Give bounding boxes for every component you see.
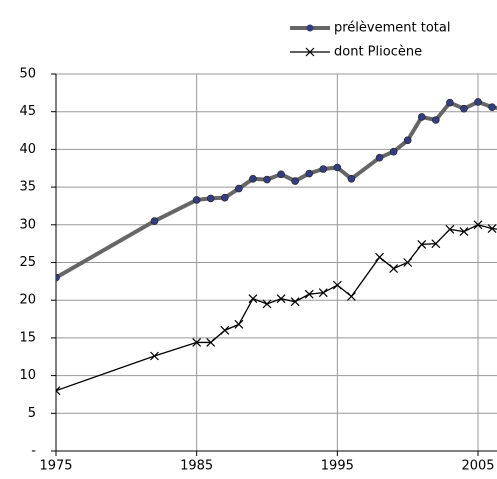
data-point	[332, 280, 342, 290]
data-point	[304, 289, 314, 299]
y-tick-label: 5	[28, 406, 36, 421]
y-tick-label: 30	[19, 217, 36, 232]
data-point	[249, 175, 257, 183]
x-tick-label: 1985	[180, 459, 213, 474]
legend-label: prélèvement total	[334, 21, 450, 36]
data-point	[150, 351, 159, 361]
data-point	[192, 337, 202, 347]
x-tick-label: 1995	[321, 459, 354, 474]
data-point	[403, 136, 412, 145]
data-point	[417, 239, 427, 249]
x-tick-label: 2005	[461, 459, 494, 474]
data-point	[375, 252, 384, 262]
data-point	[319, 165, 328, 173]
data-point	[276, 294, 286, 304]
y-tick-label: 45	[19, 104, 36, 119]
y-tick-label: 15	[19, 330, 36, 345]
data-point	[432, 116, 440, 124]
y-tick-label: 50	[19, 67, 36, 82]
y-tick-label: 40	[19, 142, 36, 157]
data-point	[290, 297, 300, 307]
data-point	[446, 98, 454, 107]
data-point	[459, 227, 469, 237]
data-point	[305, 169, 314, 178]
data-point	[403, 258, 413, 267]
legend-marker	[306, 24, 314, 32]
data-point	[248, 294, 258, 304]
data-point	[234, 319, 244, 329]
y-tick-label: 35	[19, 180, 36, 195]
data-point	[192, 196, 201, 204]
data-point	[56, 386, 61, 396]
data-point	[263, 175, 271, 184]
data-point	[277, 170, 285, 179]
data-point	[473, 220, 483, 230]
y-tick-label: 20	[19, 293, 36, 308]
data-point	[333, 163, 342, 172]
data-point	[445, 224, 455, 234]
x-tick-label: 1975	[39, 459, 72, 474]
legend-marker	[305, 47, 315, 57]
data-point	[431, 239, 441, 249]
data-point	[487, 224, 497, 233]
data-point	[346, 292, 356, 301]
series-line	[56, 224, 497, 392]
y-tick-label: -	[31, 444, 36, 459]
data-point	[150, 217, 159, 225]
data-point	[488, 103, 496, 111]
data-point	[318, 288, 328, 298]
data-point	[474, 98, 482, 106]
legend-label: dont Pliocène	[334, 45, 422, 60]
data-point	[389, 264, 399, 273]
data-point	[389, 147, 398, 156]
data-point	[206, 337, 216, 347]
y-tick-label: 25	[19, 255, 36, 270]
plot-area	[56, 98, 497, 396]
y-tick-label: 10	[19, 368, 36, 383]
data-point	[347, 175, 356, 183]
data-point	[460, 104, 468, 113]
data-point	[375, 153, 384, 162]
series-line	[56, 99, 497, 280]
data-point	[220, 325, 230, 335]
data-point	[221, 193, 229, 202]
data-point	[291, 177, 299, 185]
data-point	[262, 299, 272, 309]
data-point	[235, 184, 243, 193]
data-point	[56, 273, 60, 282]
data-point	[417, 113, 426, 121]
data-point	[206, 194, 215, 203]
